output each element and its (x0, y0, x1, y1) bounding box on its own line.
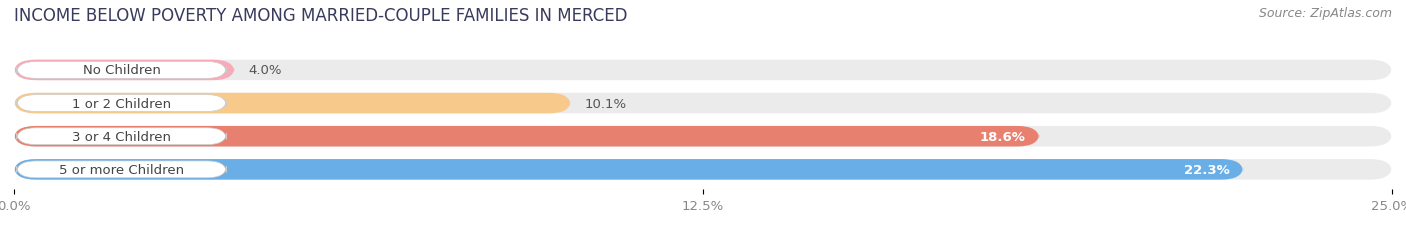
Text: 3 or 4 Children: 3 or 4 Children (72, 130, 172, 143)
FancyBboxPatch shape (14, 159, 1243, 180)
Text: 5 or more Children: 5 or more Children (59, 163, 184, 176)
FancyBboxPatch shape (14, 60, 235, 81)
Text: No Children: No Children (83, 64, 160, 77)
Text: 22.3%: 22.3% (1184, 163, 1229, 176)
FancyBboxPatch shape (14, 159, 1392, 180)
FancyBboxPatch shape (14, 93, 571, 114)
FancyBboxPatch shape (17, 95, 226, 112)
FancyBboxPatch shape (14, 93, 1392, 114)
Text: 1 or 2 Children: 1 or 2 Children (72, 97, 172, 110)
Text: 18.6%: 18.6% (980, 130, 1025, 143)
FancyBboxPatch shape (14, 126, 1039, 147)
FancyBboxPatch shape (14, 126, 1392, 147)
Text: 10.1%: 10.1% (585, 97, 627, 110)
FancyBboxPatch shape (17, 161, 226, 178)
Text: INCOME BELOW POVERTY AMONG MARRIED-COUPLE FAMILIES IN MERCED: INCOME BELOW POVERTY AMONG MARRIED-COUPL… (14, 7, 627, 25)
FancyBboxPatch shape (17, 128, 226, 145)
Text: 4.0%: 4.0% (249, 64, 281, 77)
FancyBboxPatch shape (17, 62, 226, 79)
FancyBboxPatch shape (14, 60, 1392, 81)
Text: Source: ZipAtlas.com: Source: ZipAtlas.com (1258, 7, 1392, 20)
